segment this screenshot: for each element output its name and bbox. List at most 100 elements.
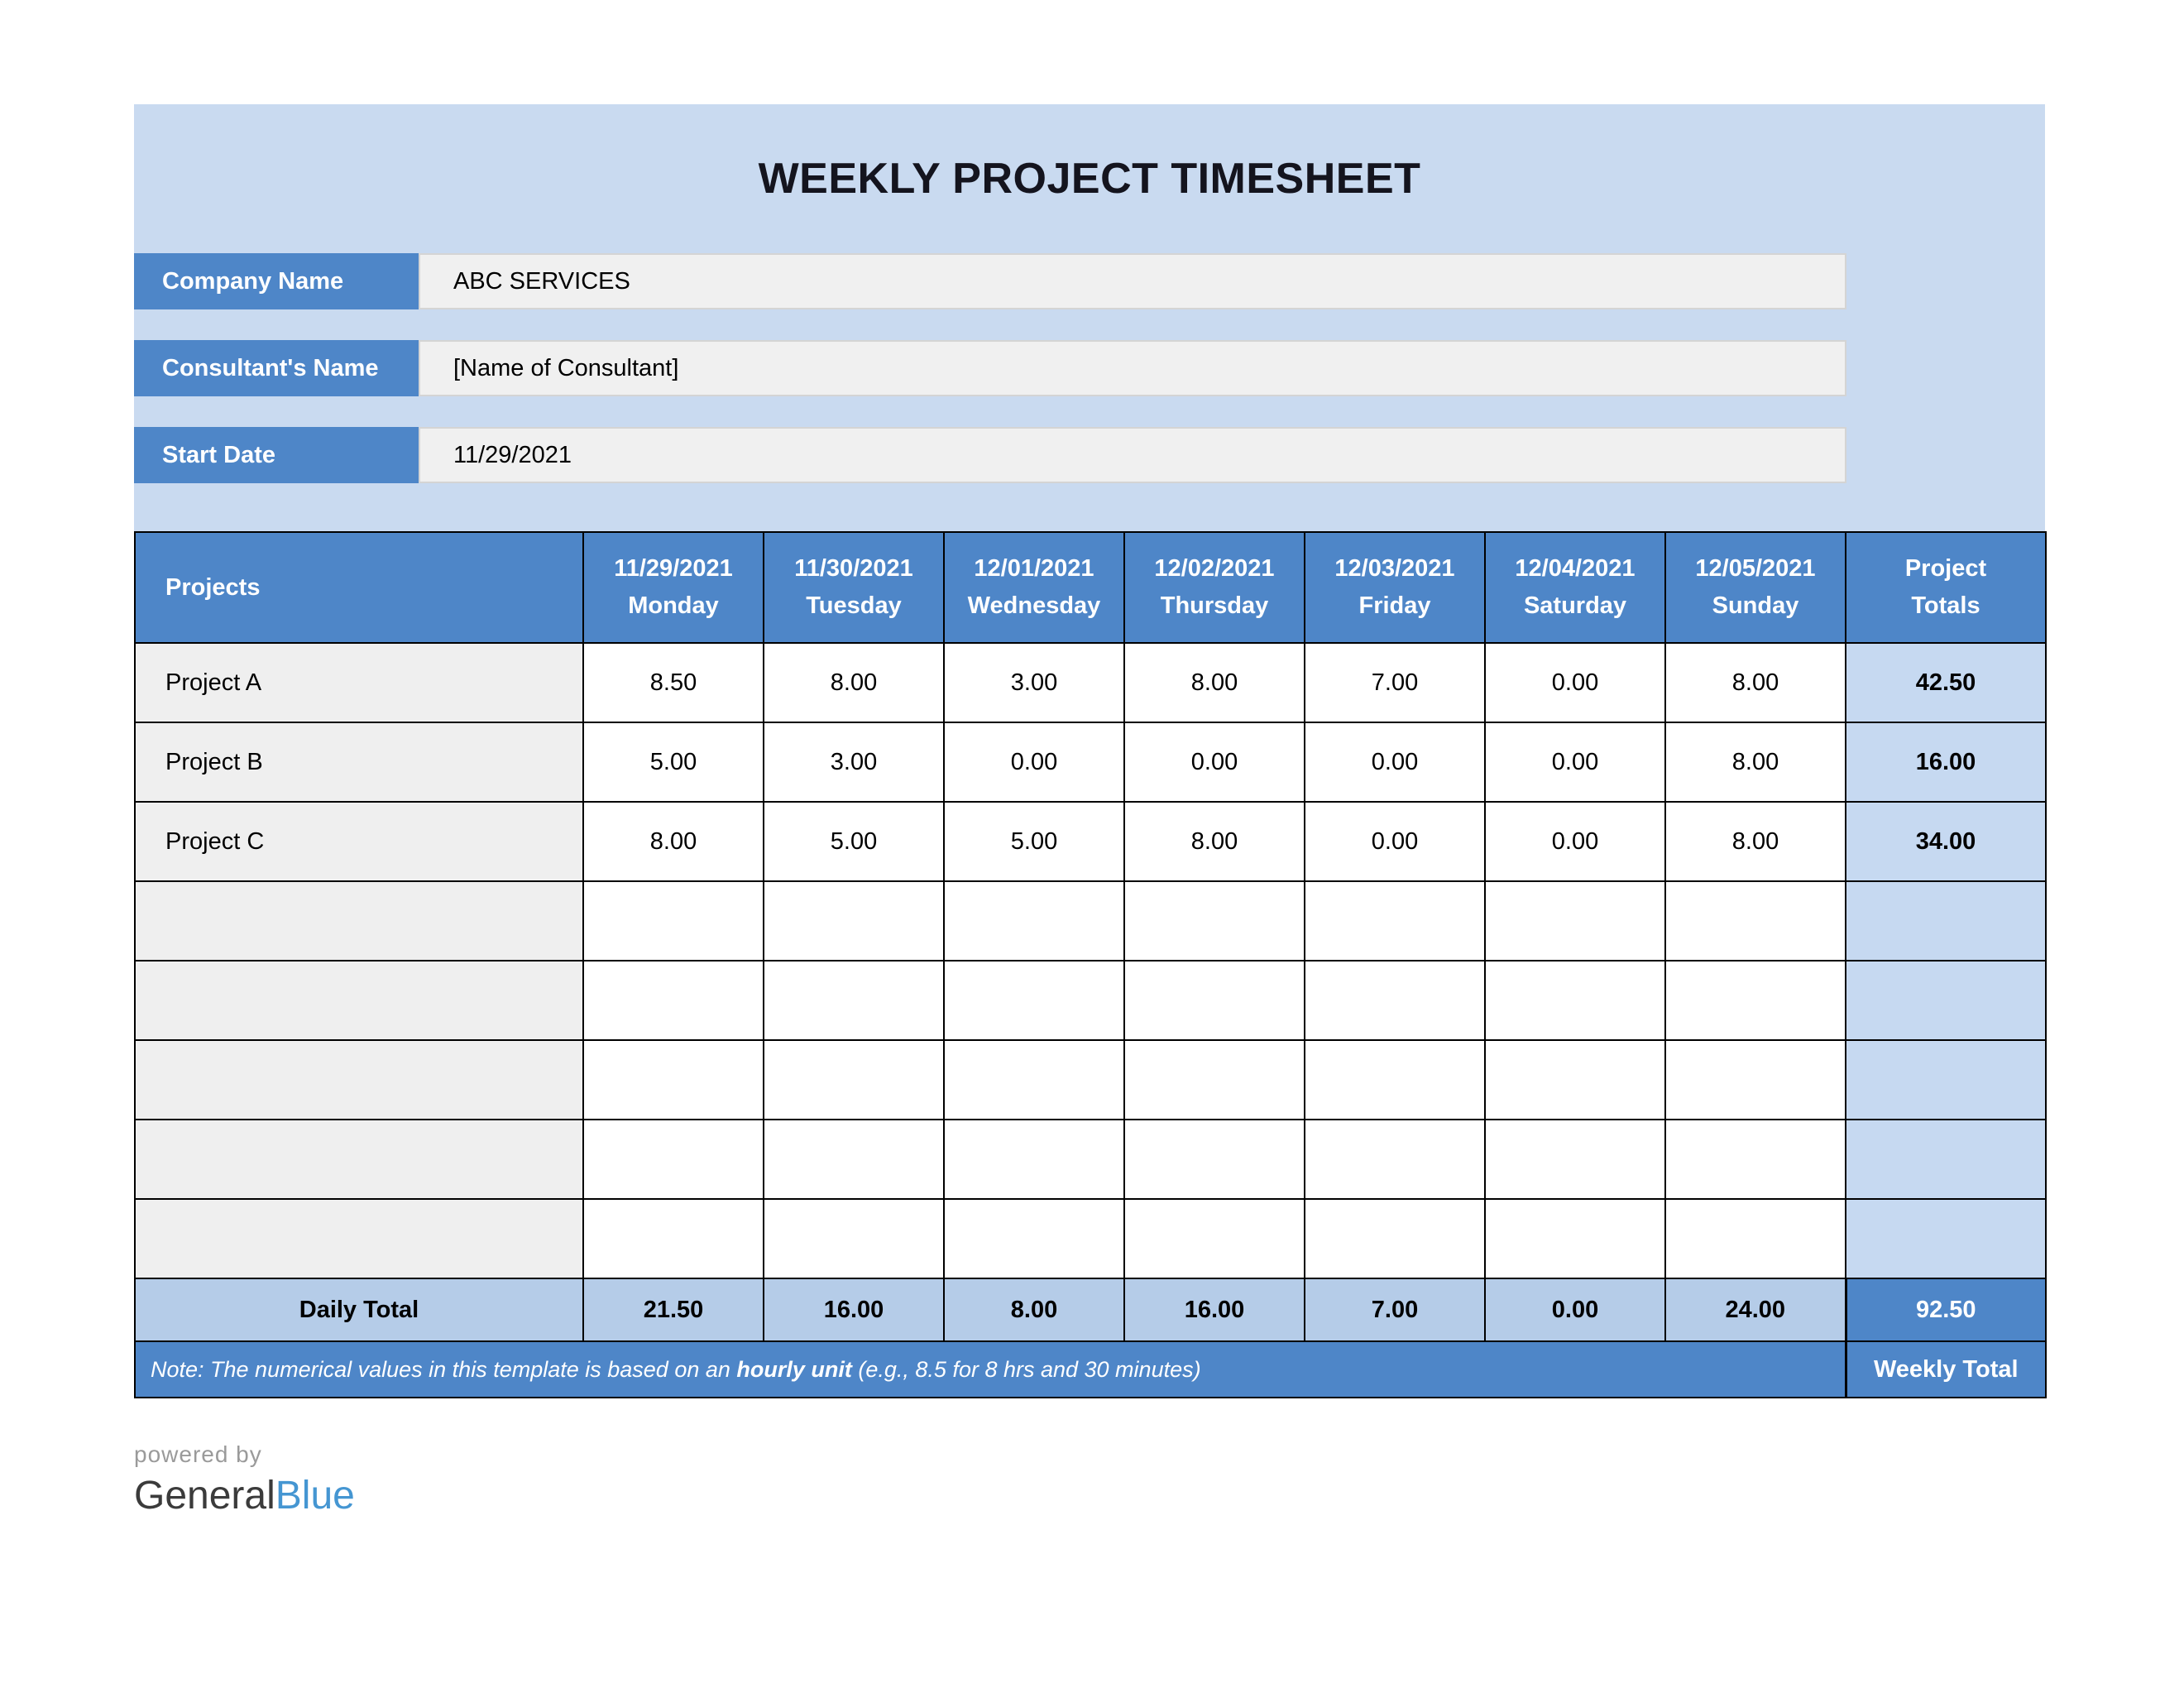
column-header-saturday: 12/04/2021 Saturday [1484, 531, 1666, 644]
hours-cell[interactable] [1484, 1039, 1666, 1120]
project-name-cell[interactable] [134, 960, 584, 1041]
daily-total-cell: 0.00 [1484, 1278, 1666, 1342]
daily-total-label: Daily Total [134, 1278, 584, 1342]
hours-cell[interactable]: 0.00 [1304, 722, 1486, 803]
project-name-cell[interactable] [134, 1198, 584, 1279]
daily-total-cell: 21.50 [582, 1278, 764, 1342]
field-row-consultant-name: Consultant's Name [Name of Consultant] [134, 340, 2045, 396]
column-header-monday: 11/29/2021 Monday [582, 531, 764, 644]
table-row: Project B 5.00 3.00 0.00 0.00 0.00 0.00 … [134, 722, 2047, 803]
column-header-tuesday: 11/30/2021 Tuesday [763, 531, 945, 644]
column-header-project-totals: Project Totals [1845, 531, 2047, 644]
project-name-cell[interactable] [134, 1039, 584, 1120]
hours-cell[interactable]: 8.50 [582, 642, 764, 723]
hours-cell[interactable]: 5.00 [582, 722, 764, 803]
hours-cell[interactable]: 8.00 [582, 801, 764, 882]
hours-cell[interactable] [943, 1119, 1125, 1200]
daily-total-cell: 7.00 [1304, 1278, 1486, 1342]
generalblue-logo[interactable]: GeneralBlue [134, 1474, 355, 1518]
hours-cell[interactable]: 8.00 [1664, 722, 1846, 803]
daily-total-cell: 8.00 [943, 1278, 1125, 1342]
hours-cell[interactable] [1304, 1119, 1486, 1200]
hours-cell[interactable] [1304, 1039, 1486, 1120]
hours-cell[interactable]: 8.00 [1123, 642, 1305, 723]
hours-cell[interactable] [943, 880, 1125, 961]
daily-total-cell: 16.00 [763, 1278, 945, 1342]
hours-cell[interactable]: 0.00 [1304, 801, 1486, 882]
hours-cell[interactable]: 3.00 [943, 642, 1125, 723]
hours-cell[interactable] [1123, 1039, 1305, 1120]
weekly-total-value: 92.50 [1844, 1278, 2047, 1342]
hours-cell[interactable] [582, 1198, 764, 1279]
hours-cell[interactable] [943, 960, 1125, 1041]
hours-cell[interactable] [763, 960, 945, 1041]
hours-cell[interactable] [1484, 880, 1666, 961]
hours-cell[interactable] [1123, 1119, 1305, 1200]
project-total-cell [1845, 1119, 2047, 1200]
hours-cell[interactable] [1123, 880, 1305, 961]
hours-cell[interactable] [763, 1198, 945, 1279]
hours-cell[interactable] [1123, 1198, 1305, 1279]
project-name-cell[interactable] [134, 880, 584, 961]
project-name-cell[interactable] [134, 1119, 584, 1200]
note-row: Note: The numerical values in this templ… [134, 1340, 2047, 1398]
hours-cell[interactable] [943, 1039, 1125, 1120]
hours-cell[interactable] [1304, 880, 1486, 961]
header-fields: Company Name ABC SERVICES Consultant's N… [134, 253, 2045, 483]
hours-cell[interactable]: 5.00 [763, 801, 945, 882]
field-row-start-date: Start Date 11/29/2021 [134, 427, 2045, 483]
hours-cell[interactable] [763, 1039, 945, 1120]
hours-cell[interactable]: 8.00 [1123, 801, 1305, 882]
table-row [134, 880, 2047, 961]
consultant-name-value[interactable]: [Name of Consultant] [419, 340, 1846, 396]
hours-cell[interactable] [763, 1119, 945, 1200]
project-total-cell [1845, 1039, 2047, 1120]
hours-cell[interactable] [1664, 960, 1846, 1041]
hours-cell[interactable] [1484, 1119, 1666, 1200]
hours-cell[interactable] [582, 880, 764, 961]
hours-cell[interactable]: 0.00 [943, 722, 1125, 803]
hours-cell[interactable]: 0.00 [1484, 801, 1666, 882]
hours-cell[interactable] [1664, 880, 1846, 961]
hours-cell[interactable] [1664, 1039, 1846, 1120]
hours-cell[interactable] [582, 960, 764, 1041]
column-header-friday: 12/03/2021 Friday [1304, 531, 1486, 644]
hours-cell[interactable] [1304, 960, 1486, 1041]
column-header-projects: Projects [134, 531, 584, 644]
hours-cell[interactable]: 8.00 [1664, 642, 1846, 723]
hours-cell[interactable] [1304, 1198, 1486, 1279]
column-header-thursday: 12/02/2021 Thursday [1123, 531, 1305, 644]
hours-cell[interactable]: 0.00 [1484, 642, 1666, 723]
field-row-company-name: Company Name ABC SERVICES [134, 253, 2045, 309]
hours-cell[interactable]: 3.00 [763, 722, 945, 803]
hours-cell[interactable]: 0.00 [1123, 722, 1305, 803]
hours-cell[interactable] [943, 1198, 1125, 1279]
table-row: Project A 8.50 8.00 3.00 8.00 7.00 0.00 … [134, 642, 2047, 723]
project-name-cell[interactable]: Project C [134, 801, 584, 882]
start-date-label: Start Date [134, 427, 419, 483]
hours-cell[interactable] [763, 880, 945, 961]
project-name-cell[interactable]: Project A [134, 642, 584, 723]
hours-cell[interactable] [1123, 960, 1305, 1041]
hours-cell[interactable] [1484, 1198, 1666, 1279]
hours-cell[interactable]: 8.00 [763, 642, 945, 723]
table-row [134, 1119, 2047, 1200]
hours-cell[interactable] [582, 1039, 764, 1120]
hours-cell[interactable] [1664, 1198, 1846, 1279]
hours-cell[interactable]: 5.00 [943, 801, 1125, 882]
daily-total-cell: 24.00 [1664, 1278, 1846, 1342]
table-row: Project C 8.00 5.00 5.00 8.00 0.00 0.00 … [134, 801, 2047, 882]
project-total-cell [1845, 1198, 2047, 1279]
project-total-cell: 42.50 [1845, 642, 2047, 723]
hours-cell[interactable]: 7.00 [1304, 642, 1486, 723]
hours-cell[interactable] [1484, 960, 1666, 1041]
project-name-cell[interactable]: Project B [134, 722, 584, 803]
hours-cell[interactable] [1664, 1119, 1846, 1200]
hours-cell[interactable]: 8.00 [1664, 801, 1846, 882]
table-row [134, 1039, 2047, 1120]
hours-cell[interactable] [582, 1119, 764, 1200]
start-date-value[interactable]: 11/29/2021 [419, 427, 1846, 483]
company-name-value[interactable]: ABC SERVICES [419, 253, 1846, 309]
footer: powered by GeneralBlue [134, 1441, 355, 1518]
hours-cell[interactable]: 0.00 [1484, 722, 1666, 803]
